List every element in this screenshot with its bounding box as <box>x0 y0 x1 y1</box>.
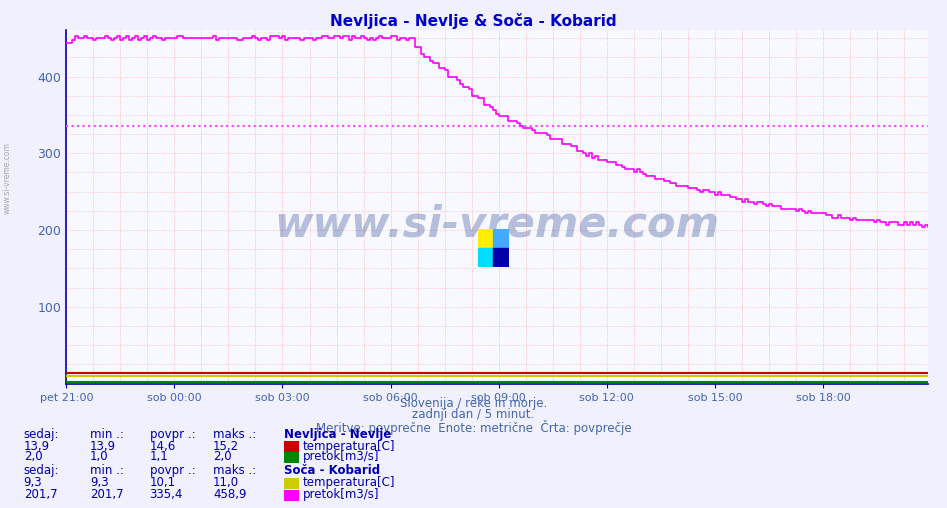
Text: 201,7: 201,7 <box>24 488 58 501</box>
Text: 14,6: 14,6 <box>150 439 176 453</box>
Text: sedaj:: sedaj: <box>24 428 59 441</box>
Text: 1,0: 1,0 <box>90 450 109 463</box>
Text: Nevljica - Nevlje & Soča - Kobarid: Nevljica - Nevlje & Soča - Kobarid <box>331 13 616 28</box>
Text: maks .:: maks .: <box>213 464 257 478</box>
Text: 201,7: 201,7 <box>90 488 124 501</box>
Text: maks .:: maks .: <box>213 428 257 441</box>
Text: 13,9: 13,9 <box>24 439 50 453</box>
Text: 9,3: 9,3 <box>90 476 109 489</box>
Text: sedaj:: sedaj: <box>24 464 59 478</box>
Text: 1,1: 1,1 <box>150 450 169 463</box>
Text: 2,0: 2,0 <box>24 450 43 463</box>
Text: pretok[m3/s]: pretok[m3/s] <box>303 450 380 463</box>
Text: 458,9: 458,9 <box>213 488 246 501</box>
Text: temperatura[C]: temperatura[C] <box>303 476 396 489</box>
Bar <box>478 229 493 248</box>
Text: pretok[m3/s]: pretok[m3/s] <box>303 488 380 501</box>
Text: 9,3: 9,3 <box>24 476 43 489</box>
Text: zadnji dan / 5 minut.: zadnji dan / 5 minut. <box>412 408 535 422</box>
Text: Meritve: povprečne  Enote: metrične  Črta: povprečje: Meritve: povprečne Enote: metrične Črta:… <box>315 420 632 435</box>
Text: Nevljica - Nevlje: Nevljica - Nevlje <box>284 428 391 441</box>
Text: 13,9: 13,9 <box>90 439 116 453</box>
Text: 335,4: 335,4 <box>150 488 183 501</box>
Text: 11,0: 11,0 <box>213 476 240 489</box>
Text: 2,0: 2,0 <box>213 450 232 463</box>
Text: www.si-vreme.com: www.si-vreme.com <box>275 204 720 246</box>
Text: www.si-vreme.com: www.si-vreme.com <box>3 142 12 214</box>
Text: min .:: min .: <box>90 428 124 441</box>
Text: Slovenija / reke in morje.: Slovenija / reke in morje. <box>400 397 547 410</box>
Text: temperatura[C]: temperatura[C] <box>303 439 396 453</box>
Text: min .:: min .: <box>90 464 124 478</box>
Text: povpr .:: povpr .: <box>150 428 195 441</box>
Bar <box>493 229 509 248</box>
Text: 15,2: 15,2 <box>213 439 240 453</box>
Bar <box>493 248 509 267</box>
Bar <box>478 248 493 267</box>
Text: povpr .:: povpr .: <box>150 464 195 478</box>
Text: 10,1: 10,1 <box>150 476 176 489</box>
Text: Soča - Kobarid: Soča - Kobarid <box>284 464 381 478</box>
